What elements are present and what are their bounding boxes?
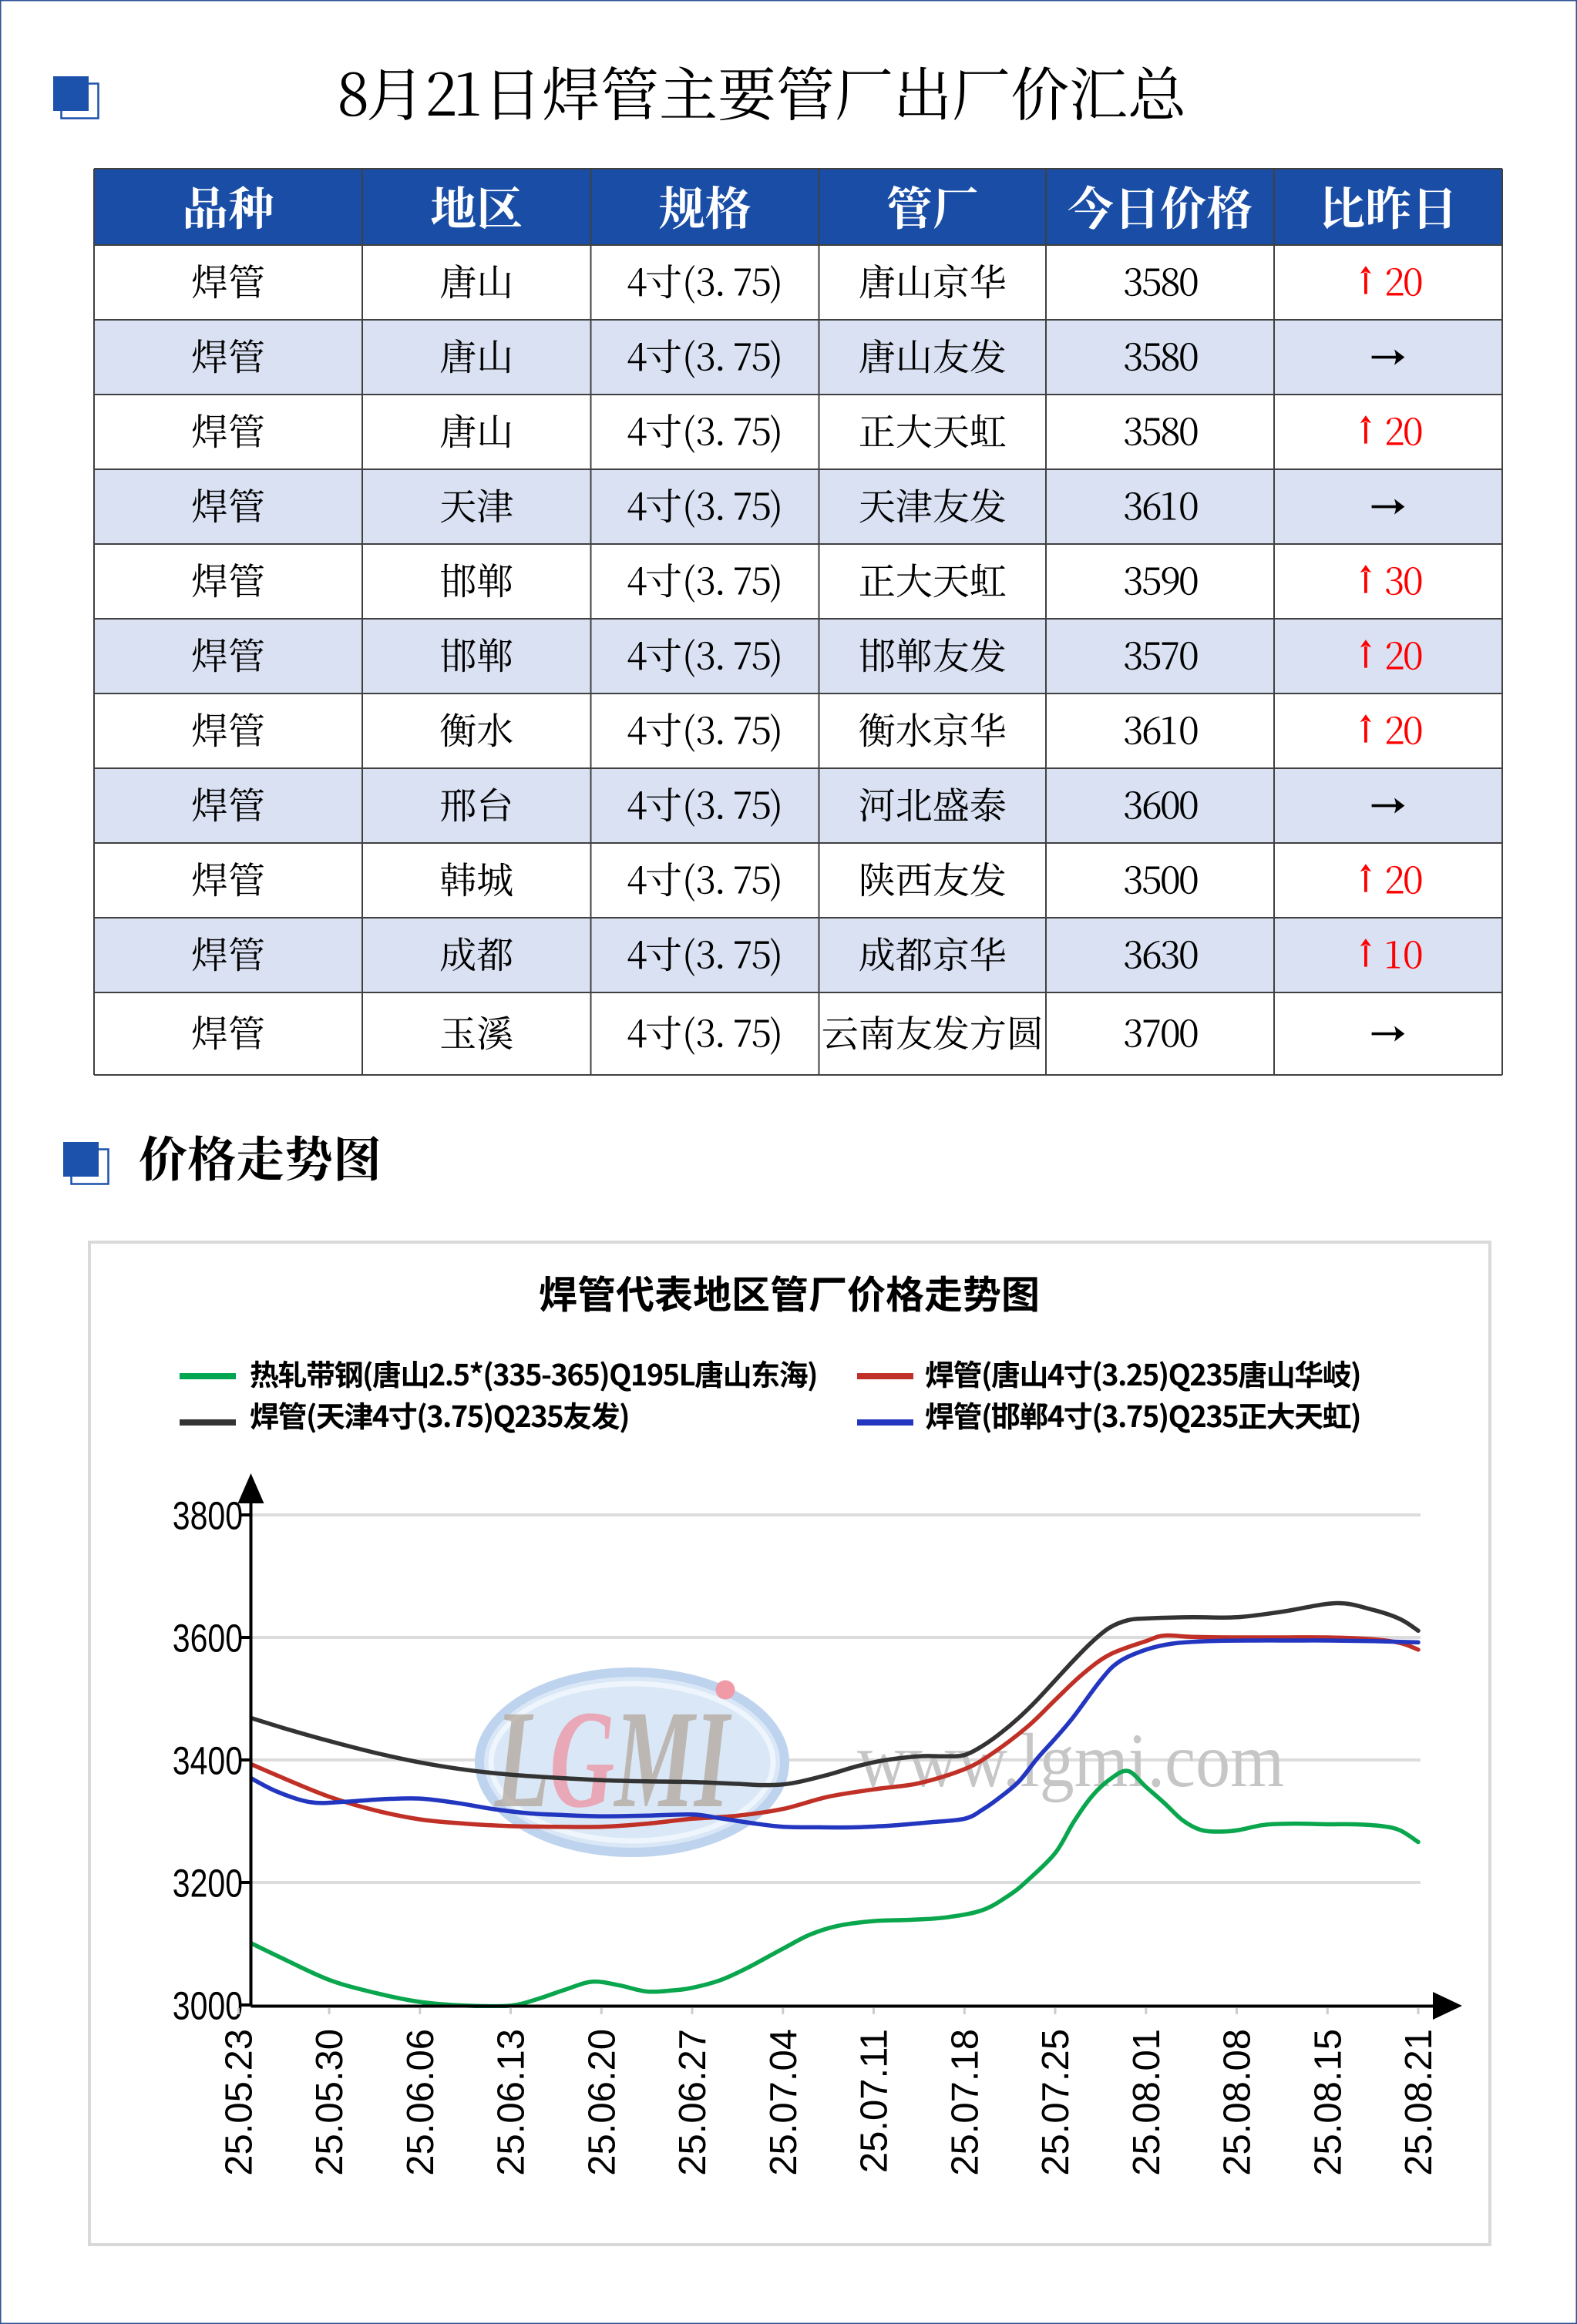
svg-text:25.06.27: 25.06.27 [672, 2029, 714, 2176]
svg-text:25.05.23: 25.05.23 [218, 2029, 260, 2176]
svg-text:25.06.13: 25.06.13 [491, 2029, 533, 2176]
svg-text:25.05.30: 25.05.30 [309, 2029, 351, 2176]
svg-text:25.07.18: 25.07.18 [944, 2029, 986, 2176]
svg-text:25.08.01: 25.08.01 [1126, 2029, 1168, 2176]
svg-text:25.07.11: 25.07.11 [854, 2029, 896, 2173]
svg-text:25.07.04: 25.07.04 [763, 2029, 805, 2176]
svg-text:25.08.21: 25.08.21 [1398, 2029, 1440, 2176]
svg-text:25.06.06: 25.06.06 [400, 2029, 442, 2176]
svg-text:25.06.20: 25.06.20 [581, 2029, 623, 2176]
svg-text:25.08.08: 25.08.08 [1217, 2029, 1259, 2176]
svg-text:www.lgmi.com: www.lgmi.com [857, 1718, 1284, 1803]
svg-text:3800: 3800 [173, 1493, 243, 1537]
svg-text:25.07.25: 25.07.25 [1035, 2029, 1077, 2176]
svg-text:25.08.15: 25.08.15 [1307, 2029, 1349, 2176]
svg-text:3400: 3400 [173, 1738, 243, 1782]
svg-text:3000: 3000 [173, 1983, 243, 2027]
svg-text:3600: 3600 [173, 1616, 243, 1660]
svg-text:3200: 3200 [173, 1861, 243, 1905]
